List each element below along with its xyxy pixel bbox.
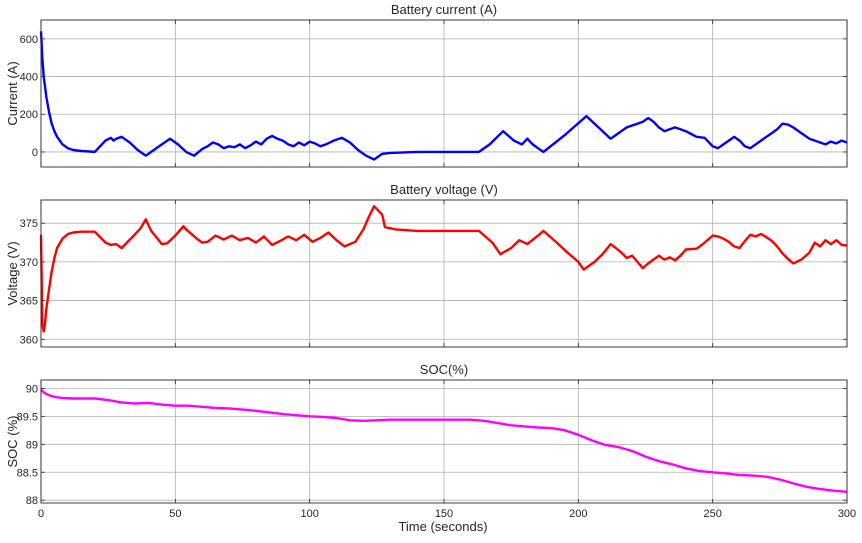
- x-axis-label: Time (seconds): [398, 519, 487, 534]
- chart-panel-3: 0 50 100 150 200 250 300 88 88.5 89 89.5 90 SOC(%) SO…: [5, 362, 856, 520]
- y-tick-label: 89: [26, 439, 38, 451]
- chart-title: SOC(%): [420, 362, 468, 377]
- series-line: [40, 388, 848, 493]
- x-tick-label: 250: [703, 508, 721, 520]
- series-line: [39, 31, 848, 161]
- x-tick-label: 150: [435, 508, 453, 520]
- x-tick-label: 50: [169, 508, 181, 520]
- chart-title: Battery current (A): [391, 2, 497, 17]
- x-tick-label: 0: [38, 508, 44, 520]
- y-tick-label: 370: [20, 257, 38, 269]
- y-tick-label: 88.5: [17, 467, 38, 479]
- chart-title: Battery voltage (V): [390, 182, 498, 197]
- x-tick-label: 300: [838, 508, 856, 520]
- chart-panel-1: 0 200 400 600 Battery current (A) Current (A): [5, 2, 848, 168]
- y-tick-label: 600: [20, 34, 38, 46]
- y-tick-label: 89.5: [17, 411, 38, 423]
- y-axis-label: Voltage (V): [5, 241, 20, 305]
- x-tick-label: 100: [300, 508, 318, 520]
- y-tick-label: 200: [20, 109, 38, 121]
- y-tick-label: 88: [26, 495, 38, 507]
- series-line: [39, 204, 848, 333]
- y-tick-label: 365: [20, 296, 38, 308]
- y-tick-label: 360: [20, 334, 38, 346]
- y-axis-label: SOC (%): [5, 416, 20, 468]
- y-tick-label: 375: [20, 218, 38, 230]
- y-tick-label: 90: [26, 383, 38, 395]
- y-tick-label: 0: [32, 147, 38, 159]
- y-axis-label: Current (A): [5, 61, 20, 125]
- y-tick-label: 400: [20, 72, 38, 84]
- chart-panel-2: 360 365 370 375 Battery voltage (V) Voltage (…: [5, 182, 848, 348]
- x-tick-label: 200: [569, 508, 587, 520]
